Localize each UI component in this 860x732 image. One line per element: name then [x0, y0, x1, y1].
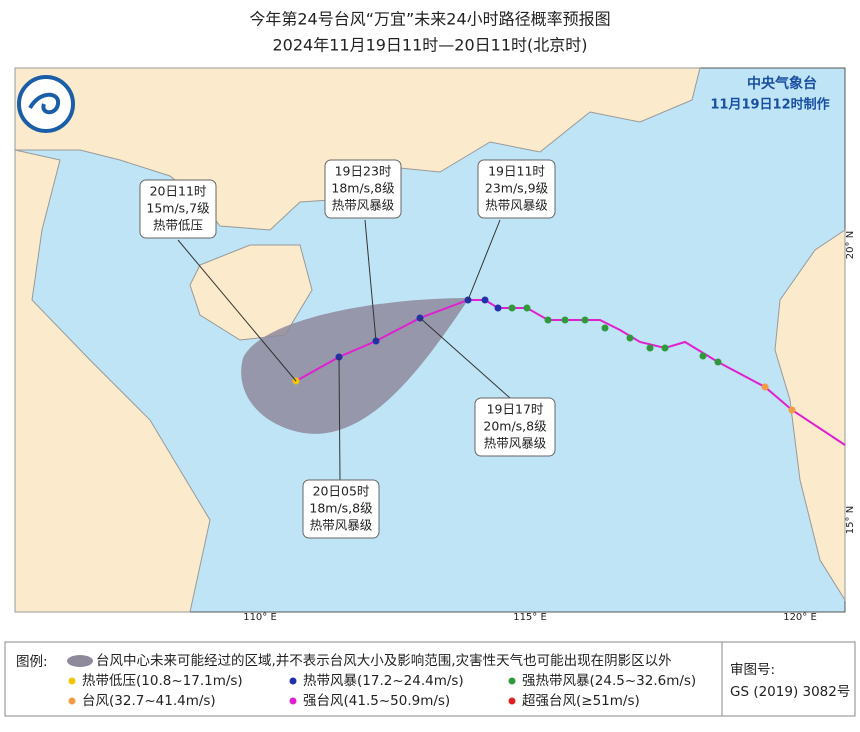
legend-cone-text: 台风中心未来可能经过的区域,并不表示台风大小及影响范围,灾害性天气也可能出现在阴…	[96, 652, 672, 669]
callout-box	[302, 479, 380, 539]
callout-wind: 20m/s,8级	[483, 419, 547, 434]
point-severe-storm	[601, 324, 609, 332]
callout-box	[324, 159, 402, 219]
subtitle: 2024年11月19日11时—20日11时(北京时)	[272, 36, 587, 55]
point-severe-storm	[646, 344, 654, 352]
callout-time: 20日11时	[150, 184, 207, 199]
legend-swatch	[508, 697, 516, 705]
approval-number: GS (2019) 3082号	[730, 684, 850, 700]
point-severe-storm	[523, 304, 531, 312]
callout-wind: 18m/s,8级	[331, 181, 395, 196]
callout-time: 20日05时	[313, 484, 370, 499]
callout-box	[474, 397, 556, 457]
legend-swatch	[289, 697, 297, 705]
point-severe-storm	[661, 344, 669, 352]
callout-level: 热带风暴级	[485, 198, 548, 213]
legend-title: 图例:	[16, 654, 48, 670]
callout-level: 热带风暴级	[484, 436, 547, 451]
legend-swatch	[68, 677, 76, 685]
point-severe-storm	[714, 358, 722, 366]
approval-label: 审图号:	[730, 662, 775, 678]
point-severe-storm	[561, 316, 569, 324]
leader	[467, 219, 501, 301]
point-severe-storm	[699, 352, 707, 360]
legend-item: 热带低压(10.8~17.1m/s)	[82, 673, 243, 689]
callout-wind: 15m/s,7级	[146, 201, 210, 216]
leader	[419, 317, 511, 399]
point-typhoon	[788, 406, 796, 414]
legend-swatch	[289, 677, 297, 685]
point-storm	[494, 304, 502, 312]
legend-item: 台风(32.7~41.4m/s)	[82, 693, 216, 709]
callout-time: 19日17时	[487, 402, 544, 417]
track-points	[292, 296, 796, 414]
lon-label: 120° E	[783, 612, 817, 623]
lat-label: 15° N	[845, 506, 856, 534]
leader	[177, 239, 297, 382]
point-storm	[481, 296, 489, 304]
logo	[17, 75, 75, 133]
callout-box	[139, 179, 217, 239]
point-severe-storm	[544, 316, 552, 324]
callout-time: 19日11时	[488, 164, 545, 179]
legend-box	[4, 641, 856, 717]
legend-swatch	[508, 677, 516, 685]
land-luzon	[774, 229, 846, 602]
callout-wind: 18m/s,8级	[309, 501, 373, 516]
callout-box	[477, 159, 556, 219]
leader	[338, 356, 341, 481]
lat-label: 20° N	[845, 231, 856, 259]
legend-item: 超强台风(≥51m/s)	[522, 693, 640, 709]
legend-cone-swatch	[67, 655, 93, 667]
callouts: 20日11时15m/s,7级热带低压19日23时18m/s,8级热带风暴级19日…	[139, 159, 556, 539]
point-typhoon	[761, 383, 769, 391]
logo-mark	[28, 92, 61, 115]
agency-name: 中央气象台	[747, 75, 817, 92]
legend-item: 强热带风暴(24.5~32.6m/s)	[522, 673, 696, 689]
issued-time: 11月19日12时制作	[710, 97, 829, 113]
callout-level: 热带风暴级	[332, 198, 395, 213]
callout-leaders	[177, 219, 511, 481]
lon-label: 115° E	[513, 612, 547, 623]
land-vietnam	[14, 149, 211, 613]
callout-level: 热带风暴级	[310, 518, 373, 533]
map: 中央气象台 11月19日12时制作	[14, 67, 856, 623]
legend: 图例: 台风中心未来可能经过的区域,并不表示台风大小及影响范围,灾害性天气也可能…	[4, 641, 856, 717]
track	[295, 299, 846, 446]
legend-item: 强台风(41.5~50.9m/s)	[303, 693, 450, 709]
callout-level: 热带低压	[153, 218, 203, 233]
legend-item: 热带风暴(17.2~24.4m/s)	[303, 673, 464, 689]
callout-time: 19日23时	[335, 164, 392, 179]
leader	[364, 219, 377, 342]
point-severe-storm	[626, 334, 634, 342]
point-severe-storm	[508, 304, 516, 312]
lon-label: 110° E	[243, 612, 277, 623]
title: 今年第24号台风“万宜”未来24小时路径概率预报图	[249, 10, 610, 29]
probability-cone	[241, 298, 468, 434]
legend-swatch	[68, 697, 76, 705]
callout-wind: 23m/s,9级	[485, 181, 549, 196]
point-severe-storm	[581, 316, 589, 324]
